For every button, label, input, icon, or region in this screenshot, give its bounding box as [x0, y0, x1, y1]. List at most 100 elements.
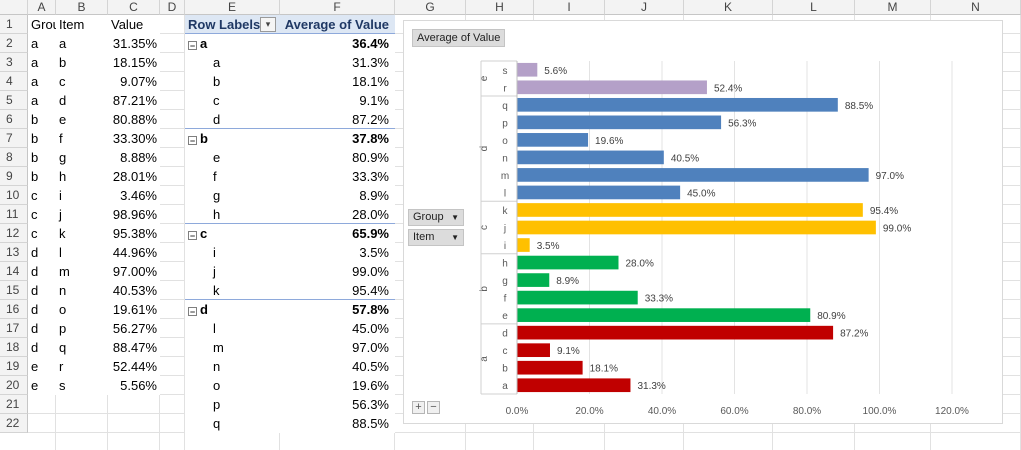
bar-d-m[interactable] — [517, 168, 869, 182]
value-field-button[interactable]: Average of Value — [412, 29, 506, 47]
pivot-value-cell[interactable]: 45.0% — [280, 319, 395, 338]
item-cell[interactable]: g — [56, 148, 108, 167]
pivot-item-label[interactable]: j — [185, 262, 280, 281]
bar-c-i[interactable] — [517, 238, 530, 252]
pivot-item-label[interactable]: h — [185, 205, 280, 224]
source-header-cell[interactable]: Group — [28, 15, 56, 34]
item-cell[interactable]: s — [56, 376, 108, 395]
collapse-minus-icon[interactable]: − — [188, 307, 197, 317]
item-cell[interactable]: p — [56, 319, 108, 338]
column-header[interactable]: E — [185, 0, 280, 15]
row-header[interactable]: 5 — [0, 91, 28, 110]
column-header[interactable]: F — [280, 0, 395, 15]
row-header[interactable]: 18 — [0, 338, 28, 357]
row-header[interactable]: 12 — [0, 224, 28, 243]
bar-c-j[interactable] — [517, 220, 876, 235]
pivot-item-label[interactable]: l — [185, 319, 280, 338]
group-cell[interactable]: d — [28, 300, 56, 319]
group-cell[interactable]: b — [28, 110, 56, 129]
group-cell[interactable]: b — [28, 148, 56, 167]
group-cell[interactable]: a — [28, 34, 56, 53]
group-field-filter[interactable]: Group ▼ — [408, 209, 464, 226]
bar-d-q[interactable] — [517, 97, 838, 112]
pivot-item-label[interactable]: o — [185, 376, 280, 395]
bar-e-s[interactable] — [517, 62, 538, 77]
column-header[interactable]: G — [395, 0, 466, 15]
bar-b-g[interactable] — [517, 273, 550, 287]
pivot-value-cell[interactable]: 33.3% — [280, 167, 395, 186]
group-cell[interactable]: c — [28, 224, 56, 243]
item-field-filter[interactable]: Item ▼ — [408, 229, 464, 246]
pivot-group-label[interactable]: − a — [185, 34, 280, 53]
value-cell[interactable]: 8.88% — [108, 148, 160, 167]
pivot-value-cell[interactable]: 31.3% — [280, 53, 395, 72]
value-cell[interactable]: 44.96% — [108, 243, 160, 262]
value-cell[interactable]: 95.38% — [108, 224, 160, 243]
value-cell[interactable]: 5.56% — [108, 376, 160, 395]
row-header[interactable]: 9 — [0, 167, 28, 186]
item-cell[interactable]: k — [56, 224, 108, 243]
column-header[interactable]: N — [931, 0, 1021, 15]
column-header[interactable]: I — [534, 0, 605, 15]
pivot-value-cell[interactable]: 28.0% — [280, 205, 395, 224]
pivot-value-cell[interactable]: 97.0% — [280, 338, 395, 357]
pivot-group-label[interactable]: − d — [185, 300, 280, 319]
pivot-value-cell[interactable]: 37.8% — [280, 129, 395, 148]
column-header[interactable]: H — [466, 0, 534, 15]
group-cell[interactable]: b — [28, 167, 56, 186]
pivot-item-label[interactable]: f — [185, 167, 280, 186]
column-header[interactable]: J — [605, 0, 684, 15]
value-cell[interactable]: 97.00% — [108, 262, 160, 281]
row-header[interactable]: 2 — [0, 34, 28, 53]
collapse-field-button[interactable]: − — [427, 401, 440, 414]
pivot-value-cell[interactable]: 8.9% — [280, 186, 395, 205]
value-cell[interactable]: 9.07% — [108, 72, 160, 91]
item-cell[interactable]: h — [56, 167, 108, 186]
row-header[interactable]: 19 — [0, 357, 28, 376]
row-header[interactable]: 21 — [0, 395, 28, 414]
group-cell[interactable]: e — [28, 376, 56, 395]
pivot-chart[interactable]: Average of Value Group ▼ Item ▼ + − 0.0%… — [403, 20, 1003, 424]
collapse-minus-icon[interactable]: − — [188, 231, 197, 241]
pivot-item-label[interactable]: c — [185, 91, 280, 110]
group-cell[interactable]: a — [28, 72, 56, 91]
select-all-corner[interactable] — [0, 0, 28, 15]
pivot-value-cell[interactable]: 3.5% — [280, 243, 395, 262]
pivot-item-label[interactable]: n — [185, 357, 280, 376]
pivot-value-cell[interactable]: 19.6% — [280, 376, 395, 395]
group-cell[interactable]: c — [28, 205, 56, 224]
row-header[interactable]: 17 — [0, 319, 28, 338]
group-cell[interactable]: e — [28, 357, 56, 376]
row-header[interactable]: 6 — [0, 110, 28, 129]
pivot-item-label[interactable]: p — [185, 395, 280, 414]
value-cell[interactable]: 52.44% — [108, 357, 160, 376]
row-header[interactable]: 1 — [0, 15, 28, 34]
pivot-value-cell[interactable]: 65.9% — [280, 224, 395, 243]
pivot-row-labels-header[interactable]: Row Labels — [185, 15, 280, 34]
column-header[interactable]: M — [855, 0, 931, 15]
row-header[interactable]: 11 — [0, 205, 28, 224]
pivot-value-cell[interactable]: 95.4% — [280, 281, 395, 300]
value-cell[interactable]: 3.46% — [108, 186, 160, 205]
item-cell[interactable]: j — [56, 205, 108, 224]
column-header[interactable]: L — [773, 0, 855, 15]
expand-field-button[interactable]: + — [412, 401, 425, 414]
row-header[interactable]: 15 — [0, 281, 28, 300]
item-cell[interactable]: q — [56, 338, 108, 357]
item-cell[interactable]: d — [56, 91, 108, 110]
pivot-value-cell[interactable]: 56.3% — [280, 395, 395, 414]
bar-a-a[interactable] — [517, 378, 631, 393]
row-header[interactable]: 4 — [0, 72, 28, 91]
value-cell[interactable]: 33.30% — [108, 129, 160, 148]
pivot-item-label[interactable]: a — [185, 53, 280, 72]
item-cell[interactable]: e — [56, 110, 108, 129]
row-header[interactable]: 22 — [0, 414, 28, 433]
bar-d-o[interactable] — [517, 133, 589, 147]
pivot-item-label[interactable]: d — [185, 110, 280, 129]
source-header-cell[interactable]: Item — [56, 15, 108, 34]
value-cell[interactable]: 18.15% — [108, 53, 160, 72]
value-cell[interactable]: 88.47% — [108, 338, 160, 357]
row-header[interactable]: 16 — [0, 300, 28, 319]
bar-a-d[interactable] — [517, 325, 834, 340]
group-cell[interactable]: c — [28, 186, 56, 205]
